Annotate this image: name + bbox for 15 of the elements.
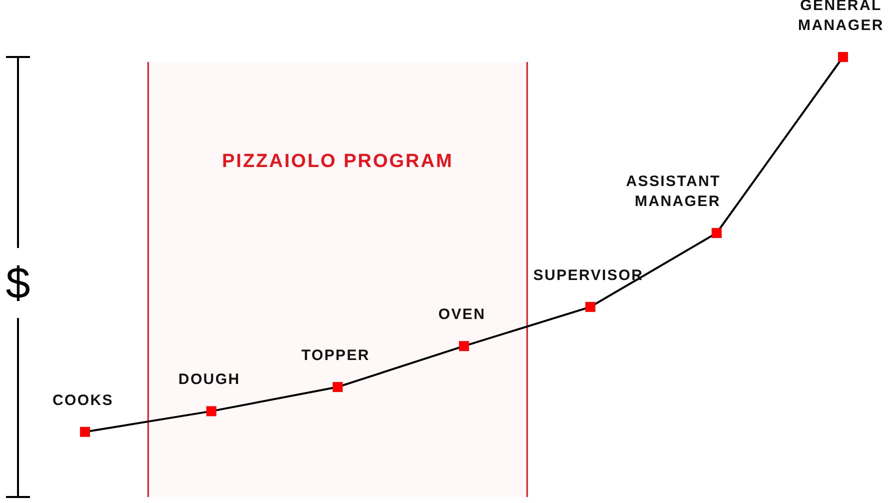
point bbox=[459, 341, 469, 352]
point bbox=[712, 228, 722, 238]
point bbox=[332, 382, 343, 392]
y-axis-title: $ bbox=[6, 259, 30, 308]
x-tick-label: OVEN bbox=[438, 306, 486, 324]
point bbox=[838, 52, 848, 62]
x-tick-label: TOPPER bbox=[301, 347, 370, 364]
point bbox=[206, 406, 216, 416]
x-tick-label: COOKS bbox=[52, 392, 114, 409]
band-label: PIZZAIOLO PROGRAM bbox=[222, 151, 454, 172]
point bbox=[80, 426, 90, 437]
x-tick-label: DOUGH bbox=[178, 371, 240, 388]
point bbox=[585, 302, 596, 312]
x-tick-label: SUPERVISOR bbox=[533, 266, 644, 284]
x-tick-label: ASSISTANT MANAGER bbox=[626, 173, 721, 210]
